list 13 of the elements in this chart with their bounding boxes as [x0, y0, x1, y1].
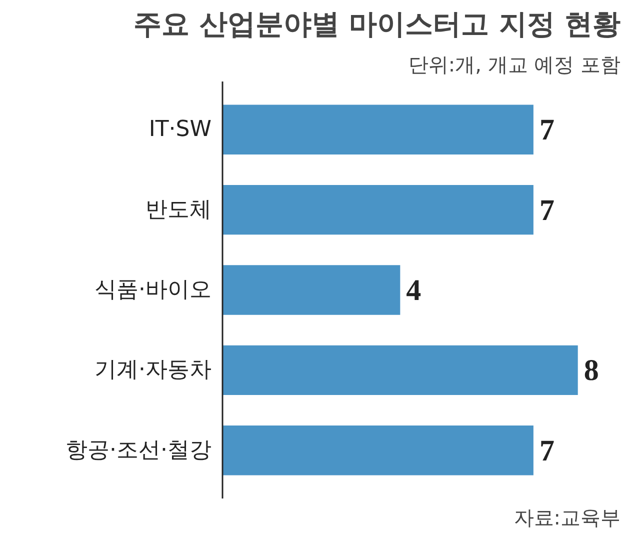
y-tick-label: 항공·조선·철강: [66, 438, 212, 463]
text: 자료:교육부: [514, 506, 621, 530]
data-label: 7: [539, 114, 554, 147]
y-tick-label: IT·SW: [148, 117, 212, 142]
chart-title: 주요 산업분야별 마이스터고 지정 현황: [134, 8, 621, 40]
y-tick-label: 기계·자동차: [94, 358, 212, 383]
y-tick-label: 반도체: [146, 197, 212, 222]
data-label: 7: [539, 434, 554, 468]
data-label: 7: [539, 194, 554, 227]
data-label: 8: [584, 354, 599, 388]
y-tick-label: 식품·바이오: [94, 278, 212, 302]
chart-subtitle: 단위:개, 개교 예정 포함: [408, 52, 621, 76]
data-label: 4: [406, 274, 422, 307]
